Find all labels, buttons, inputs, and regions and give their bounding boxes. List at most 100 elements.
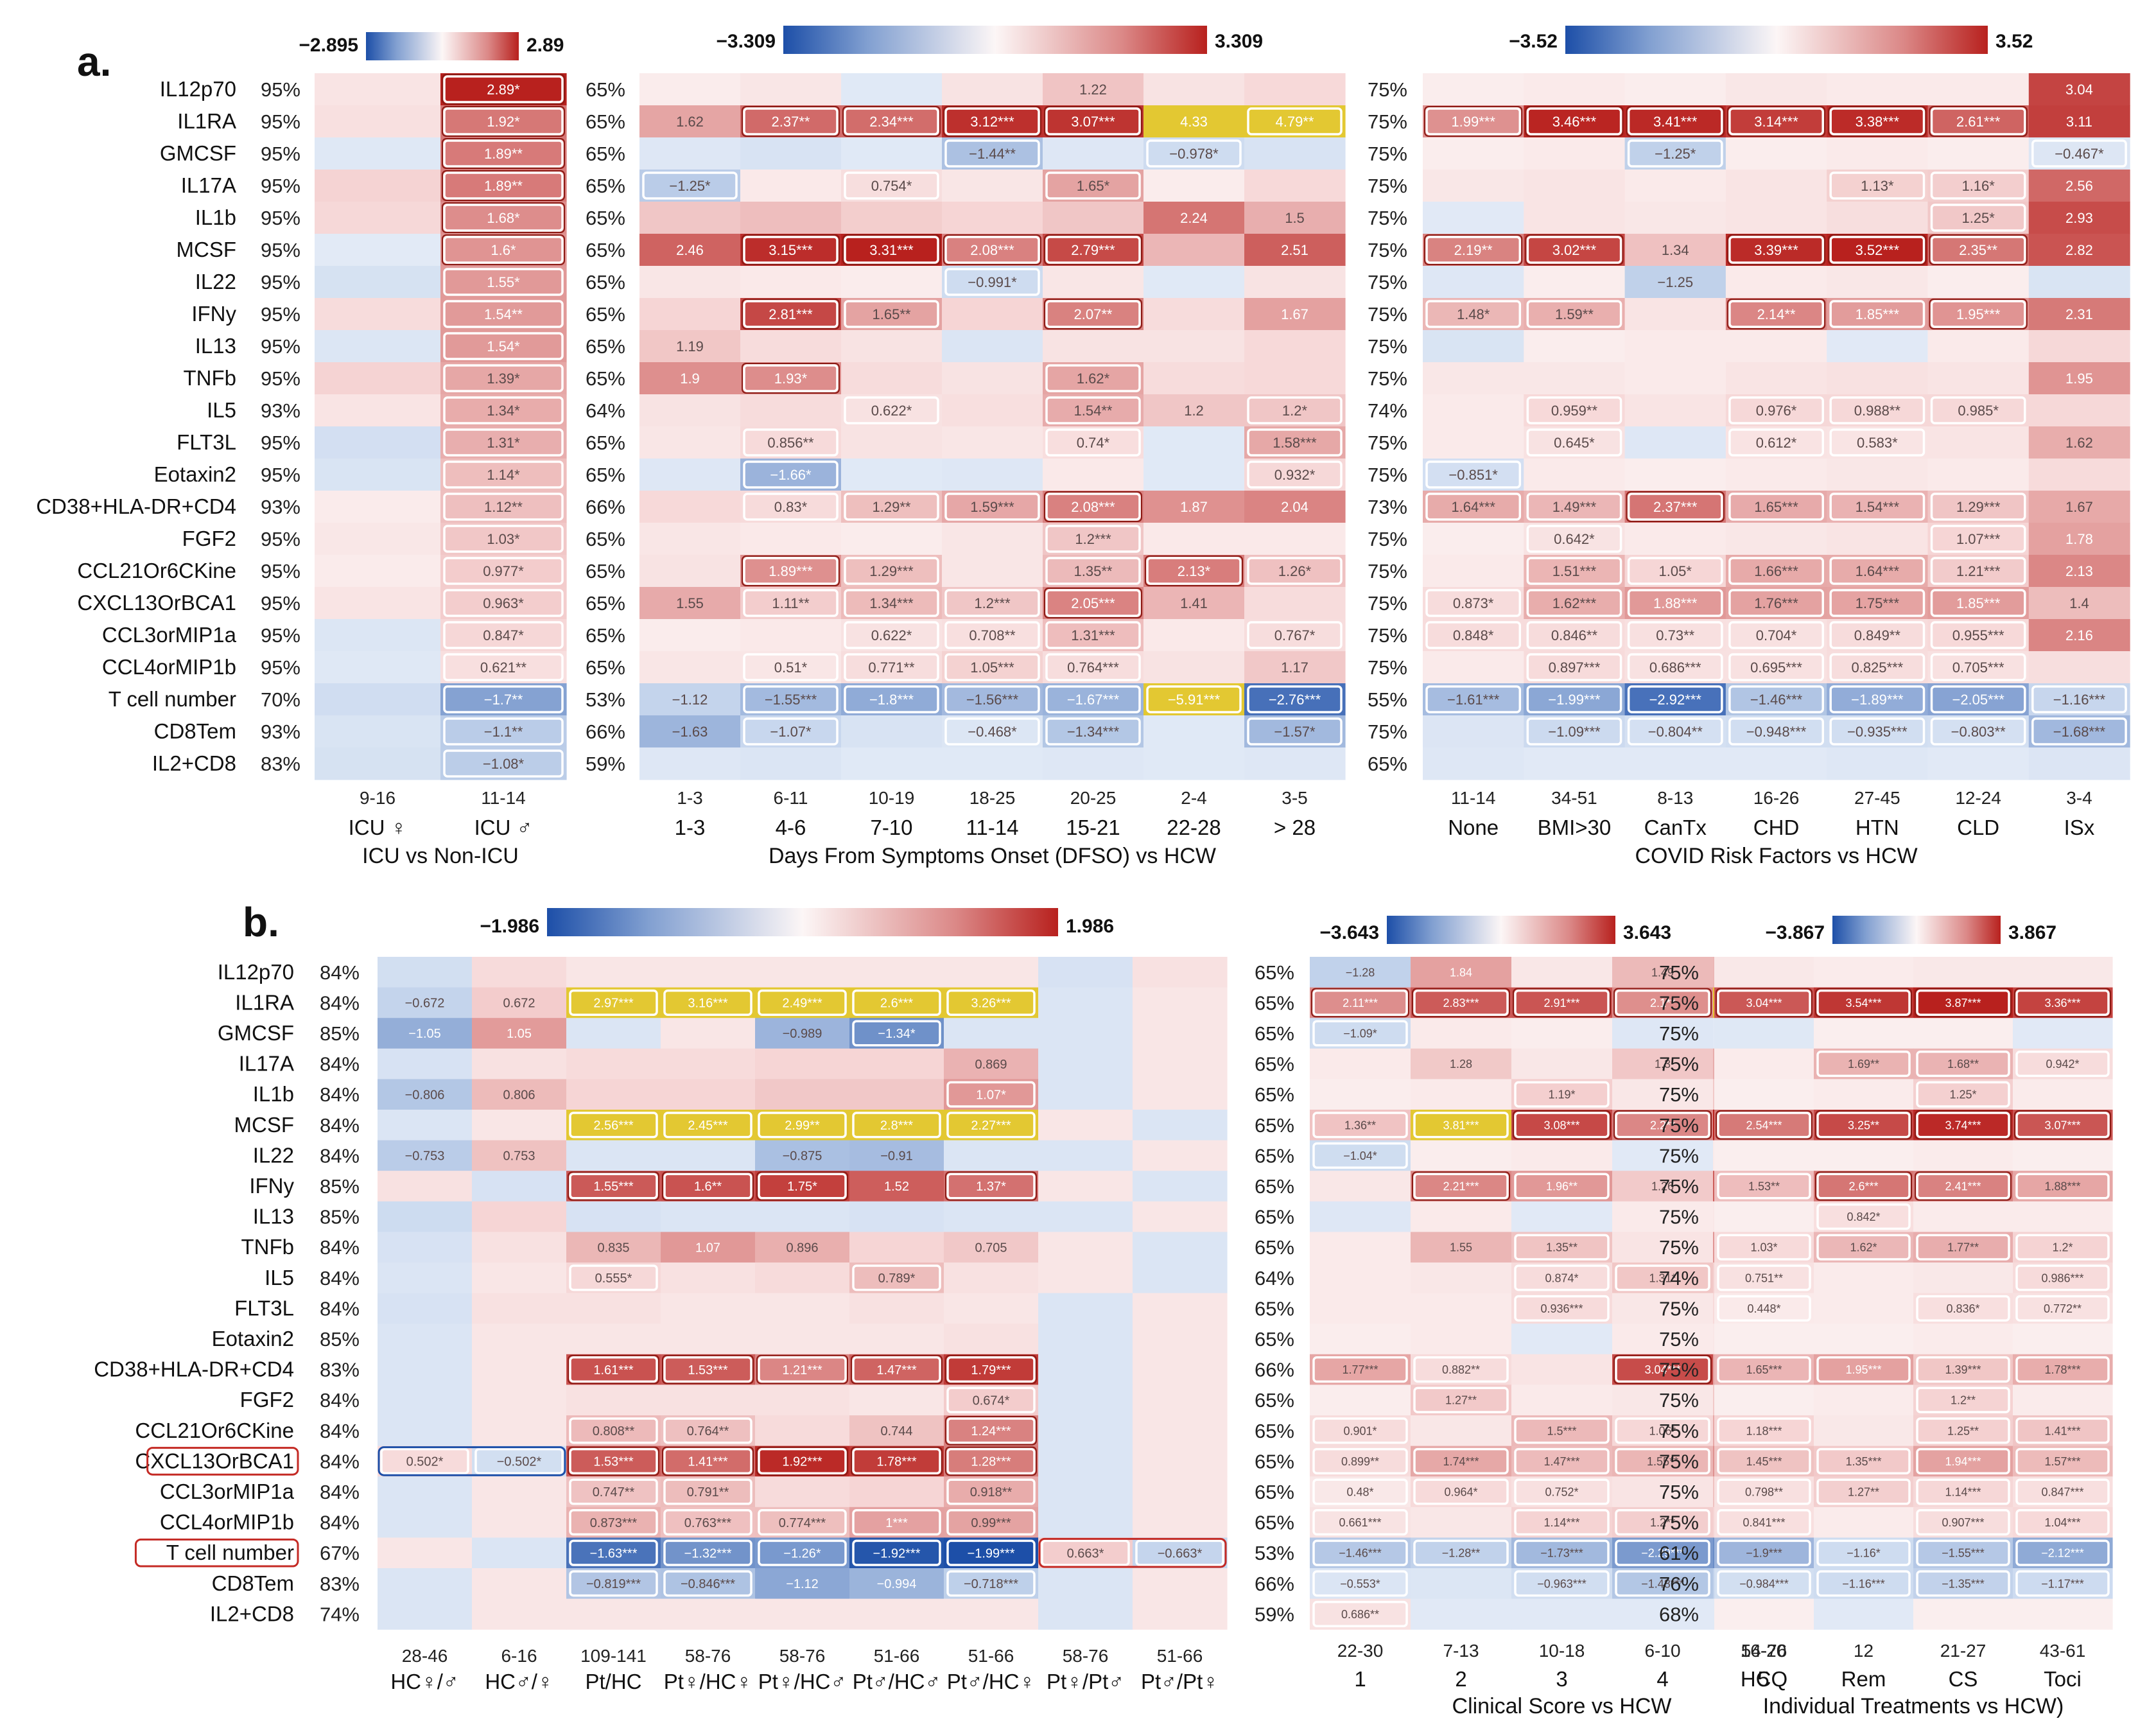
heatmap-cell [740,426,842,459]
significance-box [946,1173,1036,1200]
significance-box [1045,236,1141,264]
row-percent: 65% [1255,1083,1294,1106]
heatmap-cell [2028,491,2130,523]
heatmap-cell [1913,1201,2013,1232]
heatmap-cell [1612,1476,1714,1508]
cell-value-label: 1.41*** [2044,1424,2080,1437]
cell-value-label: −1.55*** [765,692,817,708]
cell-value-label: −0.978* [1169,146,1219,162]
significance-box [663,1539,752,1566]
significance-box [844,396,939,424]
heatmap-cell [661,1232,756,1263]
cell-value-label: 1.69** [1848,1058,1879,1070]
heatmap-cell [1624,555,1726,588]
column-n-range: 34-51 [1551,788,1597,808]
heatmap-cell [1143,170,1245,202]
cell-value-label: −1.25* [1655,146,1696,162]
significance-box [443,364,564,392]
significance-box [663,1173,752,1200]
heatmap-cell [1411,987,1512,1018]
heatmap-cell [740,266,842,299]
cell-value-label: 0.751** [1745,1271,1783,1284]
row-percent: 65% [586,239,625,261]
cell-value-label: 1*** [885,1516,908,1530]
heatmap-cell [1423,362,1524,395]
heatmap-cell [849,1079,944,1110]
heatmap-cell [740,105,842,138]
heatmap-cell [740,202,842,234]
significance-box [1514,1539,1610,1566]
heatmap-cell [472,1079,567,1110]
significance-box [743,236,839,264]
cell-value-label: 0.704* [1756,627,1797,643]
significance-box-outer [1828,106,1927,137]
heatmap-cell [1814,1476,1914,1508]
heatmap-cell [841,747,943,780]
heatmap-cell [1913,1476,2013,1508]
row-percent: 67% [320,1542,360,1564]
significance-box [743,685,839,713]
heatmap-cell [2013,1385,2113,1416]
cell-value-label: 1.64*** [1856,563,1900,579]
row-percent: 84% [320,1053,360,1076]
heatmap-cell [1310,1110,1411,1141]
significance-box-outer [1424,106,1523,137]
cell-value-label: 0.869 [975,1058,1007,1072]
heatmap-cell [849,1018,944,1049]
heatmap-cell [1524,234,1626,266]
significance-box [2015,1051,2110,1078]
heatmap-cell [1310,1324,1411,1355]
cell-value-label: 0.907*** [1942,1516,1984,1529]
cell-value-label: 0.874* [1545,1271,1578,1284]
column-label: HTN [1856,816,1899,839]
heatmap-cell [1244,266,1346,299]
heatmap-cell [2013,1079,2113,1110]
significance-box-outer [1915,988,2012,1018]
heatmap-cell [1827,587,1929,620]
cell-value-label: 0.932* [1274,467,1316,483]
cell-value-label: −0.502* [497,1455,542,1469]
cell-value-label: −1.12 [672,692,708,708]
heatmap-cell [1511,1476,1613,1508]
column-label: 2 [1455,1667,1466,1691]
significance-box [569,1356,658,1383]
row-label: IL2+CD8 [152,751,236,775]
heatmap-cell [1423,170,1524,202]
heatmap-cell [1423,747,1524,780]
significance-box [1829,717,1926,746]
cell-value-label: 1.62*** [1552,595,1597,611]
row-percent: 75% [1368,464,1407,486]
row-percent: 75% [1659,1389,1699,1411]
significance-box [1413,1478,1509,1505]
significance-box [2015,1264,2110,1291]
cell-value-label: 2.07** [1074,306,1113,322]
significance-box [1930,717,2026,746]
column-n-range: 51-66 [874,1646,920,1666]
significance-box [443,171,564,200]
significance-box [1312,1539,1408,1566]
heatmap-cell [1714,1507,1814,1538]
row-percent: 84% [320,992,360,1014]
heatmap-cell [1725,202,1827,234]
significance-box [944,107,1040,135]
heatmap-cell [755,1354,850,1385]
cell-value-label: 3.14*** [1754,114,1798,130]
heatmap-cell [1927,459,2030,491]
heatmap-cell [944,1446,1039,1477]
heatmap-cell [1612,1293,1714,1324]
heatmap-cell [849,1598,944,1630]
column-n-range: 1-3 [677,788,702,808]
significance-box [443,685,564,713]
heatmap-cell [472,1140,567,1171]
row-percent: 95% [261,656,300,679]
heatmap-cell [2013,957,2113,988]
cell-value-label: 1.88*** [1653,595,1698,611]
column-label: > 28 [1274,816,1316,839]
heatmap-cell [440,747,567,780]
heatmap-cell [1038,1476,1133,1508]
heatmap-cell [2013,1171,2113,1202]
heatmap-cell [944,1476,1039,1508]
significance-box [844,107,939,135]
significance-box [1627,557,1723,585]
row-percent: 75% [1368,432,1407,454]
